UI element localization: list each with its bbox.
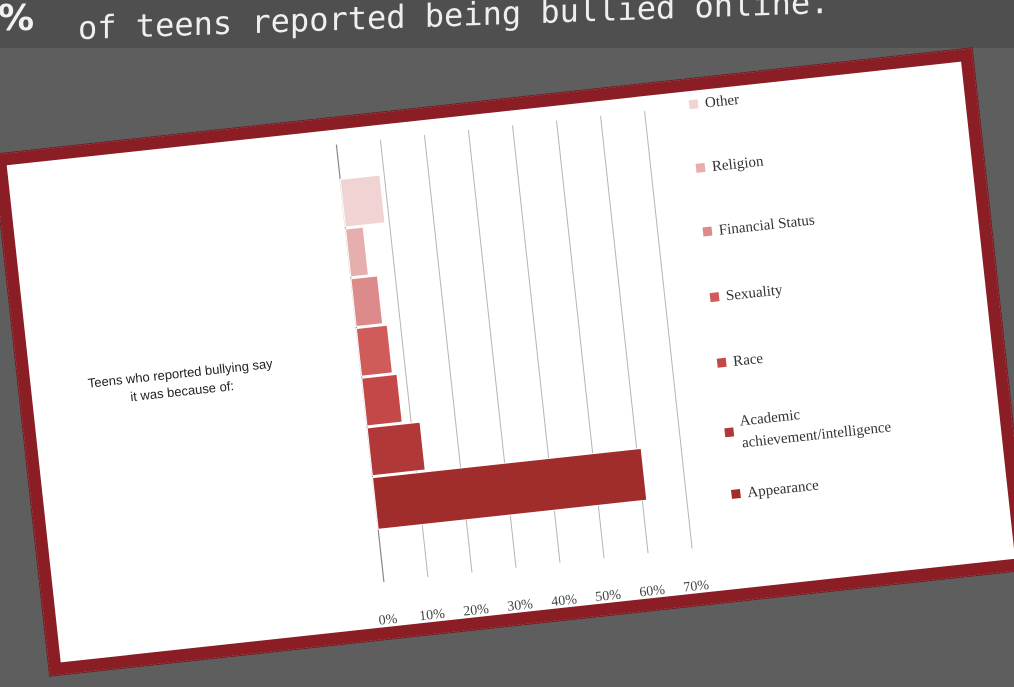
bar-academic-achievement-intelligence bbox=[366, 421, 426, 477]
bar-other bbox=[339, 174, 386, 228]
x-tick-label: 20% bbox=[463, 602, 490, 620]
bar-religion bbox=[345, 226, 369, 278]
x-tick-label: 0% bbox=[378, 612, 399, 629]
bar-sexuality bbox=[355, 324, 393, 377]
legend-label: Appearance bbox=[747, 478, 820, 502]
legend-swatch bbox=[716, 357, 727, 368]
legend-swatch bbox=[695, 162, 706, 173]
chart-card: 0% 10% 20% 30% 40% 50% 60% 70% Other Religion Fin… bbox=[0, 48, 1014, 676]
legend-label: Academic bbox=[739, 407, 802, 430]
legend-label: Sexuality bbox=[725, 282, 784, 304]
bar-financial-status bbox=[350, 275, 384, 328]
x-gridline bbox=[644, 111, 693, 549]
bar-appearance bbox=[372, 447, 648, 530]
legend-label: Other bbox=[704, 92, 740, 112]
legend-swatch bbox=[702, 226, 713, 237]
legend-swatch bbox=[688, 99, 699, 110]
x-tick-label: 30% bbox=[507, 597, 534, 615]
legend-label: Religion bbox=[711, 154, 765, 176]
bar-chart: 0% 10% 20% 30% 40% 50% 60% 70% Other Religion Fin… bbox=[87, 92, 892, 629]
header-bar: % of teens reported being bullied online… bbox=[0, 0, 1014, 48]
x-tick-label: 50% bbox=[595, 587, 622, 605]
x-tick-label: 40% bbox=[551, 592, 578, 610]
legend-label: Race bbox=[732, 351, 764, 370]
bar-race bbox=[361, 373, 403, 427]
x-tick-label: 60% bbox=[639, 583, 666, 601]
x-tick-label: 70% bbox=[683, 578, 710, 596]
legend-swatch bbox=[709, 292, 720, 303]
legend-label: Financial Status bbox=[718, 212, 816, 238]
legend-swatch bbox=[724, 427, 735, 438]
legend-swatch bbox=[731, 489, 741, 499]
x-tick-label: 10% bbox=[419, 607, 446, 625]
percent-sign: % bbox=[0, 0, 35, 39]
